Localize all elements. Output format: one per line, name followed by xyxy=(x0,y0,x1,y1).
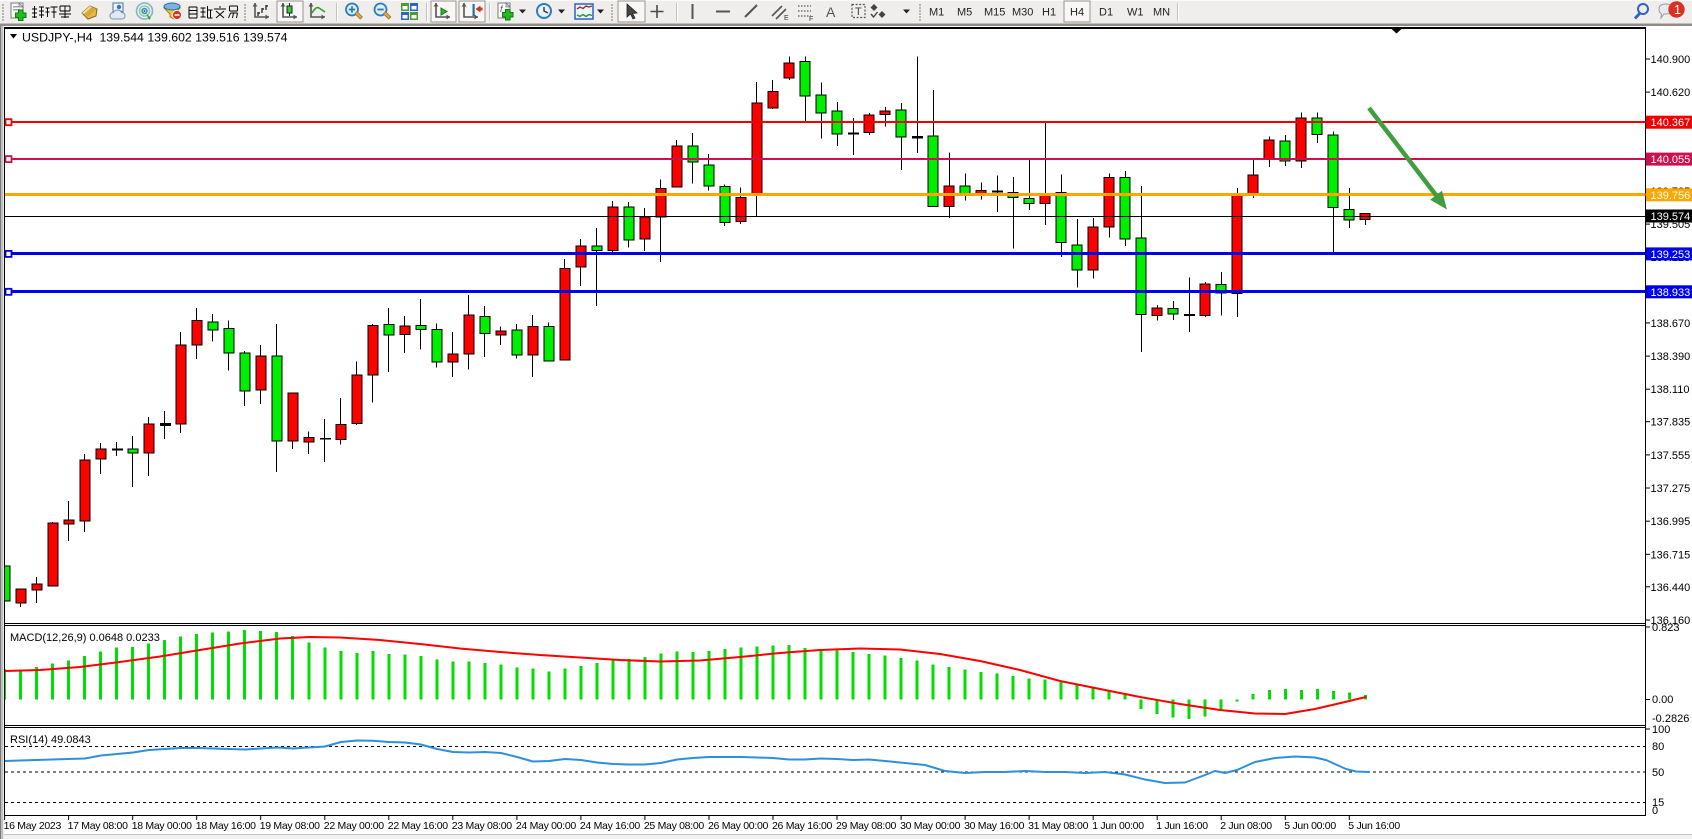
svg-text:30 May 16:00: 30 May 16:00 xyxy=(964,820,1024,832)
svg-text:MACD(12,26,9) 0.0648 0.0233: MACD(12,26,9) 0.0648 0.0233 xyxy=(10,632,160,644)
svg-text:1 Jun 16:00: 1 Jun 16:00 xyxy=(1156,820,1208,832)
svg-text:M1: M1 xyxy=(929,7,944,19)
svg-text:23 May 08:00: 23 May 08:00 xyxy=(452,820,512,832)
svg-text:E: E xyxy=(784,15,789,22)
svg-text:1: 1 xyxy=(1674,3,1681,17)
svg-text:140.055: 140.055 xyxy=(1651,154,1691,166)
svg-text:M15: M15 xyxy=(984,7,1005,19)
svg-text:1 Jun 00:00: 1 Jun 00:00 xyxy=(1092,820,1144,832)
svg-text:140.620: 140.620 xyxy=(1651,87,1691,99)
svg-text:26 May 16:00: 26 May 16:00 xyxy=(772,820,832,832)
svg-text:138.110: 138.110 xyxy=(1651,384,1690,396)
svg-text:136.715: 136.715 xyxy=(1651,549,1691,561)
svg-text:A: A xyxy=(826,4,836,20)
svg-text:26 May 00:00: 26 May 00:00 xyxy=(708,820,768,832)
svg-text:19 May 08:00: 19 May 08:00 xyxy=(260,820,320,832)
svg-text:15: 15 xyxy=(1652,797,1664,809)
svg-text:-0.2826: -0.2826 xyxy=(1652,713,1689,725)
svg-text:136.160: 136.160 xyxy=(1651,615,1691,627)
svg-text:F: F xyxy=(809,16,813,23)
svg-text:24 May 00:00: 24 May 00:00 xyxy=(516,820,576,832)
svg-text:24 May 16:00: 24 May 16:00 xyxy=(580,820,640,832)
svg-text:139.574: 139.574 xyxy=(1651,211,1691,223)
svg-text:100: 100 xyxy=(1652,724,1670,736)
svg-text:139.756: 139.756 xyxy=(1651,190,1691,202)
svg-text:2 Jun 08:00: 2 Jun 08:00 xyxy=(1220,820,1272,832)
svg-text:137.555: 137.555 xyxy=(1651,450,1691,462)
svg-text:80: 80 xyxy=(1652,741,1664,753)
svg-text:16 May 2023: 16 May 2023 xyxy=(4,820,62,832)
svg-text:138.933: 138.933 xyxy=(1651,287,1691,299)
svg-text:139.253: 139.253 xyxy=(1651,249,1691,261)
svg-text:140.900: 140.900 xyxy=(1651,54,1691,66)
svg-text:50: 50 xyxy=(1652,767,1664,779)
svg-text:140.367: 140.367 xyxy=(1651,117,1691,129)
svg-text:M30: M30 xyxy=(1012,7,1033,19)
svg-text:0.823: 0.823 xyxy=(1652,622,1680,634)
svg-text:0: 0 xyxy=(1652,805,1658,817)
svg-text:18 May 00:00: 18 May 00:00 xyxy=(132,820,192,832)
svg-text:f: f xyxy=(500,4,504,14)
svg-text:31 May 08:00: 31 May 08:00 xyxy=(1028,820,1088,832)
svg-text:H4: H4 xyxy=(1070,7,1084,19)
svg-text:5 Jun 16:00: 5 Jun 16:00 xyxy=(1348,820,1400,832)
svg-text:5 Jun 00:00: 5 Jun 00:00 xyxy=(1284,820,1336,832)
svg-text:138.390: 138.390 xyxy=(1651,351,1691,363)
svg-text:0.00: 0.00 xyxy=(1652,694,1673,706)
svg-text:D1: D1 xyxy=(1099,7,1113,19)
svg-text:18 May 16:00: 18 May 16:00 xyxy=(196,820,256,832)
svg-text:22 May 16:00: 22 May 16:00 xyxy=(388,820,448,832)
svg-text:29 May 08:00: 29 May 08:00 xyxy=(836,820,896,832)
svg-text:USDJPY-,H4 139.544 139.602 13: USDJPY-,H4 139.544 139.602 139.516 139.5… xyxy=(22,31,288,45)
svg-text:M5: M5 xyxy=(957,7,972,19)
svg-text:22 May 00:00: 22 May 00:00 xyxy=(324,820,384,832)
svg-text:30 May 00:00: 30 May 00:00 xyxy=(900,820,960,832)
svg-text:137.275: 137.275 xyxy=(1651,483,1691,495)
svg-text:136.995: 136.995 xyxy=(1651,516,1691,528)
svg-text:RSI(14) 49.0843: RSI(14) 49.0843 xyxy=(10,734,91,746)
svg-text:H1: H1 xyxy=(1042,7,1056,19)
svg-text:17 May 08:00: 17 May 08:00 xyxy=(68,820,128,832)
svg-text:MN: MN xyxy=(1153,7,1170,19)
svg-text:136.440: 136.440 xyxy=(1651,582,1691,594)
svg-text:25 May 08:00: 25 May 08:00 xyxy=(644,820,704,832)
svg-text:138.670: 138.670 xyxy=(1651,318,1691,330)
svg-text:W1: W1 xyxy=(1127,7,1144,19)
svg-text:T: T xyxy=(855,6,862,18)
svg-text:137.835: 137.835 xyxy=(1651,417,1691,429)
